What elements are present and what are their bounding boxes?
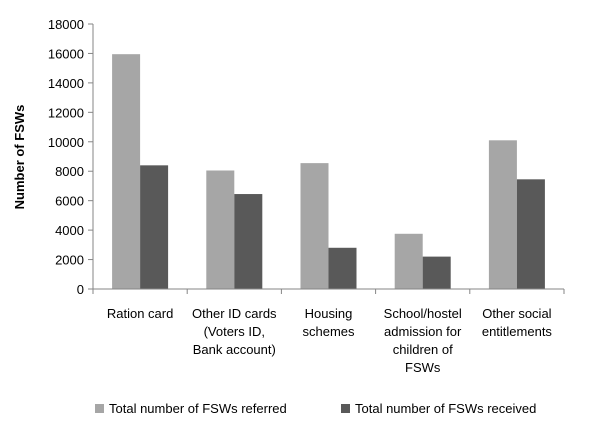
x-category-label: Ration card — [107, 306, 173, 321]
y-tick-label: 4000 — [55, 223, 84, 238]
x-axis: Ration card Other ID cards (Voters ID, Bank… — [92, 288, 565, 375]
x-category-label-line: Housing — [305, 306, 353, 321]
bar-received — [422, 256, 451, 289]
legend-swatch — [341, 404, 350, 413]
legend: Total number of FSWs referred Total numbe… — [95, 401, 536, 416]
x-category-label-line: (Voters ID, — [204, 324, 265, 339]
bar-referred — [394, 233, 423, 289]
x-category-label: Other social entitlements — [482, 306, 553, 339]
y-tick-label: 8000 — [55, 164, 84, 179]
x-category-label-line: School/hostel — [384, 306, 462, 321]
y-axis: 0 2000 4000 6000 8000 10000 12000 14000 16000 180… — [48, 17, 94, 297]
bar-referred — [206, 170, 235, 289]
y-tick-label: 12000 — [48, 105, 84, 120]
x-category-label-line: Other social — [482, 306, 551, 321]
bars — [112, 54, 545, 289]
y-tick-label: 10000 — [48, 135, 84, 150]
x-category-label: Other ID cards (Voters ID, Bank account) — [192, 306, 277, 357]
y-tick-label: 18000 — [48, 17, 84, 32]
y-tick-label: 6000 — [55, 194, 84, 209]
legend-label: Total number of FSWs referred — [109, 401, 287, 416]
bar-received — [234, 194, 263, 289]
x-category-label-line: FSWs — [405, 360, 441, 375]
legend-label: Total number of FSWs received — [355, 401, 536, 416]
bar-received — [328, 247, 357, 289]
x-category-label: Housing schemes — [302, 306, 355, 339]
x-category-label-line: admission for — [384, 324, 462, 339]
bar-referred — [300, 163, 329, 289]
bar-referred — [488, 140, 517, 289]
x-category-label-line: children of — [393, 342, 453, 357]
x-category-label: School/hostel admission for children of FSW… — [384, 306, 462, 375]
x-category-label-line: entitlements — [482, 324, 553, 339]
y-tick-label: 2000 — [55, 253, 84, 268]
y-tick-label: 16000 — [48, 46, 84, 61]
x-category-label-line: schemes — [302, 324, 355, 339]
x-category-label-line: Ration card — [107, 306, 173, 321]
y-tick-label: 0 — [77, 282, 84, 297]
bar-received — [516, 179, 545, 289]
bar-referred — [112, 54, 141, 289]
x-category-label-line: Other ID cards — [192, 306, 277, 321]
y-tick-label: 14000 — [48, 76, 84, 91]
y-axis-label: Number of FSWs — [12, 105, 27, 210]
bar-received — [140, 165, 169, 289]
x-category-label-line: Bank account) — [193, 342, 276, 357]
legend-swatch — [95, 404, 104, 413]
